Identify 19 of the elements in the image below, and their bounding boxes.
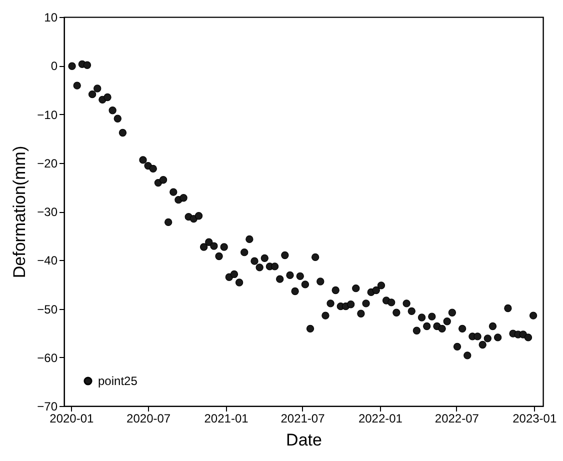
x-tick-label: 2020-07 — [126, 412, 171, 426]
y-tick-label: −40 — [37, 254, 58, 268]
legend-label: point25 — [98, 374, 138, 388]
x-tick-label: 2023-01 — [512, 412, 557, 426]
x-tick-label: 2020-01 — [50, 412, 94, 426]
y-tick-label: −20 — [37, 156, 58, 170]
y-tick-label: 0 — [50, 59, 58, 74]
x-tick-label: 2022-01 — [358, 412, 403, 426]
x-tick-label: 2022-07 — [434, 412, 480, 426]
y-tick-label: −60 — [37, 350, 58, 365]
y-axis-title: Deformation(mm) — [10, 146, 30, 278]
x-axis-title: Date — [286, 430, 322, 450]
x-tick-label: 2021-01 — [204, 412, 249, 426]
y-tick-label: −50 — [37, 302, 58, 316]
y-tick-label: −70 — [37, 400, 58, 414]
x-tick-label: 2021-07 — [280, 412, 326, 426]
y-tick-label: 10 — [44, 10, 58, 24]
y-tick-label: −30 — [37, 205, 58, 219]
y-tick-label: −10 — [37, 108, 58, 122]
